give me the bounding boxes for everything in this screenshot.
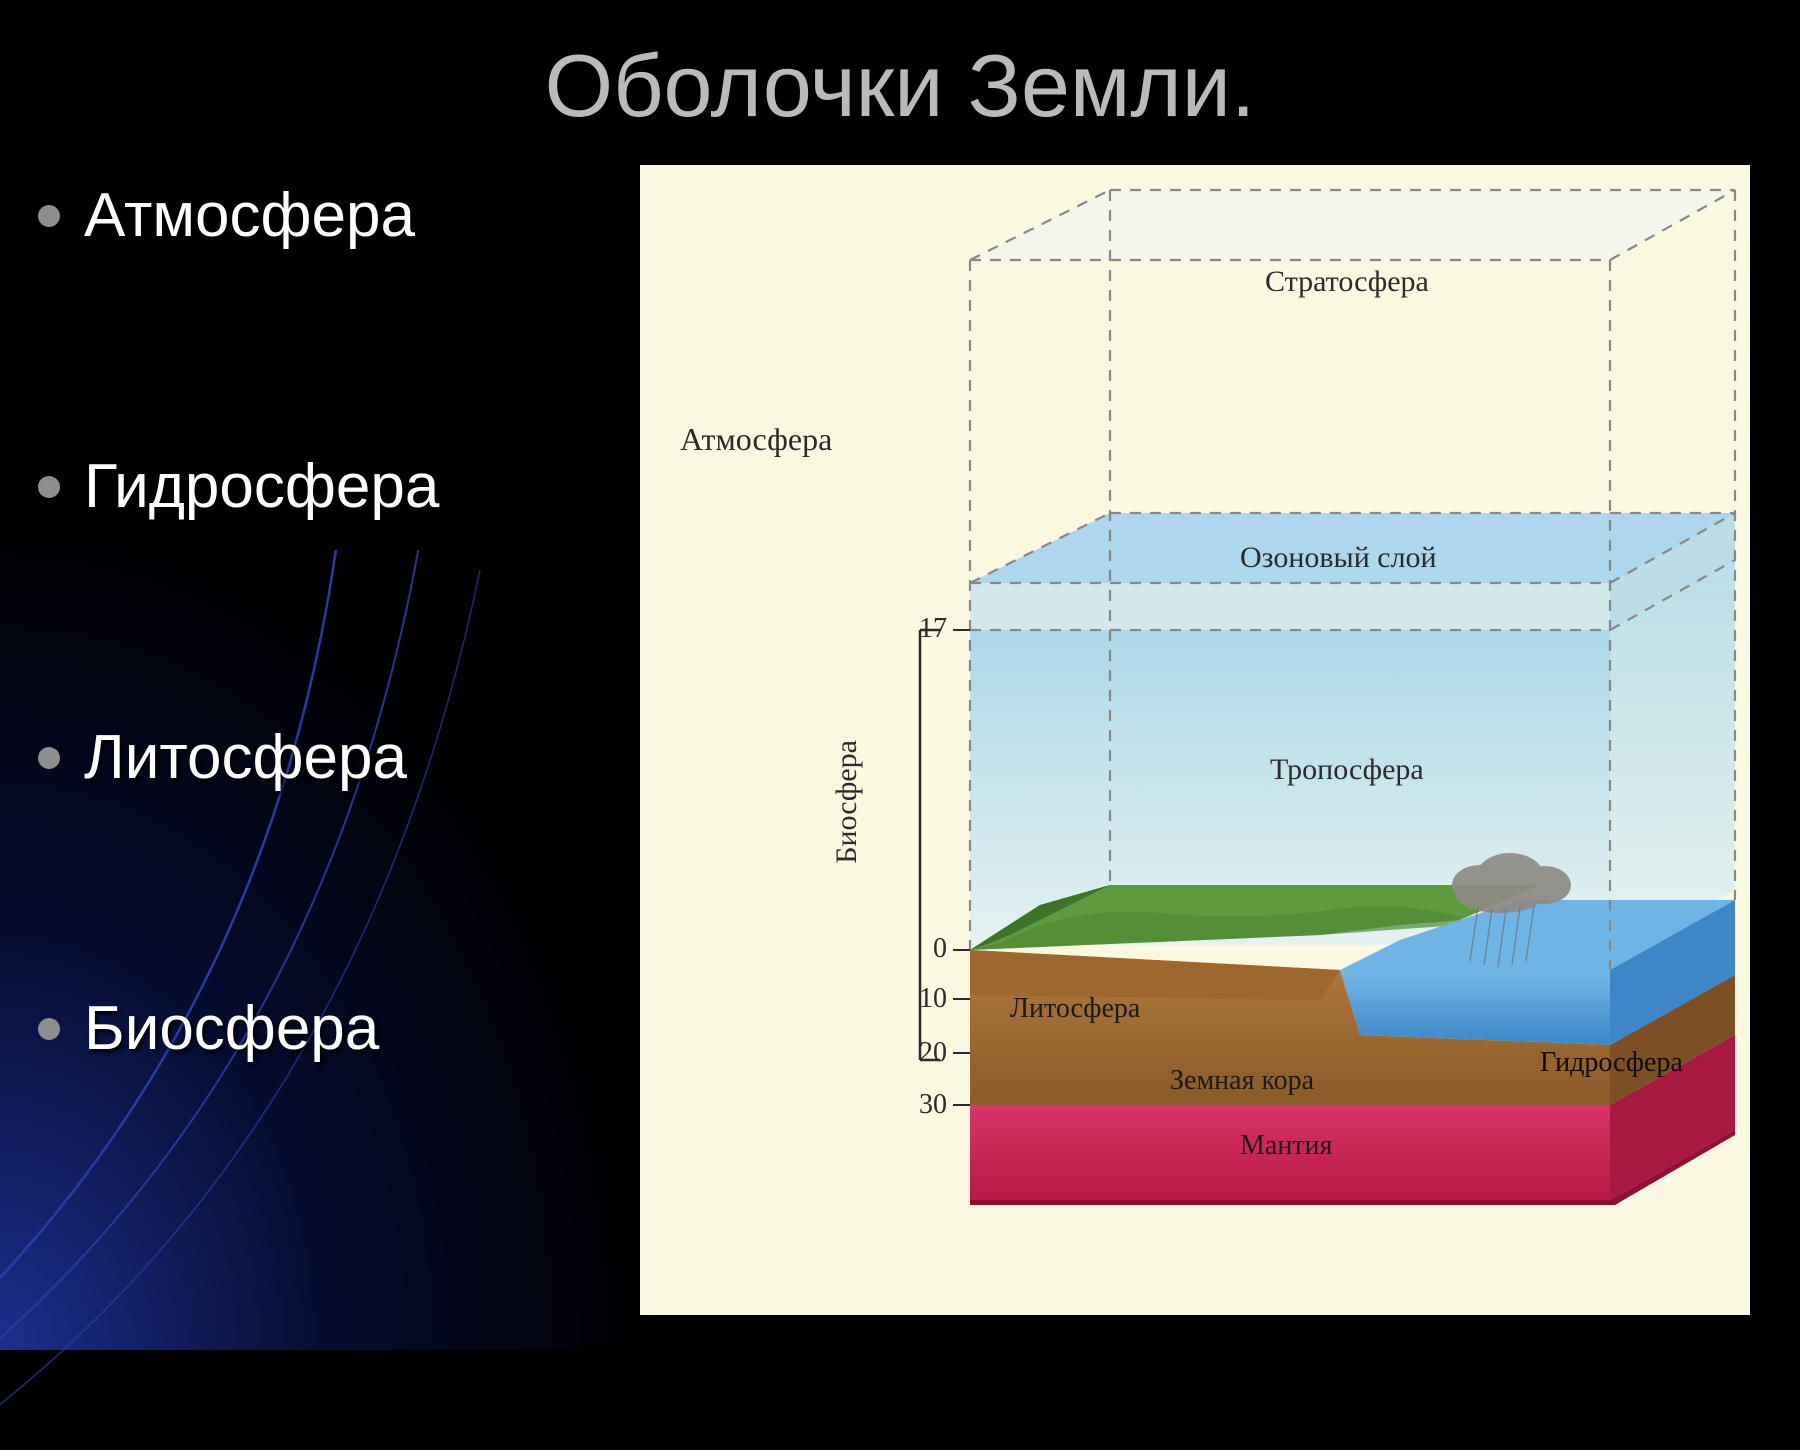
- bullet-icon: [38, 1018, 60, 1040]
- bullet-icon: [38, 747, 60, 769]
- list-item-label: Гидросфера: [84, 451, 439, 522]
- diagram-svg: [640, 165, 1750, 1315]
- scale-value: 20: [905, 1037, 947, 1069]
- list-item: Биосфера: [38, 993, 439, 1064]
- sphere-list: Атмосфера Гидросфера Литосфера Биосфера: [38, 180, 439, 1264]
- list-item: Атмосфера: [38, 180, 439, 251]
- label-biosphere: Биосфера: [830, 740, 864, 864]
- label-atmosphere: Атмосфера: [680, 421, 832, 458]
- label-lithosphere: Литосфера: [1010, 993, 1140, 1025]
- label-hydrosphere: Гидросфера: [1540, 1047, 1683, 1079]
- label-mantle: Мантия: [1240, 1130, 1332, 1162]
- label-crust: Земная кора: [1170, 1065, 1314, 1097]
- label-ozone: Озоновый слой: [1240, 541, 1437, 575]
- scale-value: 30: [905, 1089, 947, 1121]
- label-troposphere: Тропосфера: [1270, 753, 1424, 787]
- scale-value: 17: [905, 613, 947, 645]
- scale-value: 0: [905, 933, 947, 965]
- list-item: Гидросфера: [38, 451, 439, 522]
- label-stratosphere: Стратосфера: [1265, 265, 1429, 299]
- bullet-icon: [38, 476, 60, 498]
- scale-value: 10: [905, 983, 947, 1015]
- list-item-label: Биосфера: [84, 993, 379, 1064]
- list-item: Литосфера: [38, 722, 439, 793]
- page-title: Оболочки Земли.: [0, 35, 1800, 137]
- earth-layers-diagram: Стратосфера Атмосфера Озоновый слой Троп…: [640, 165, 1750, 1315]
- bullet-icon: [38, 205, 60, 227]
- list-item-label: Литосфера: [84, 722, 407, 793]
- list-item-label: Атмосфера: [84, 180, 415, 251]
